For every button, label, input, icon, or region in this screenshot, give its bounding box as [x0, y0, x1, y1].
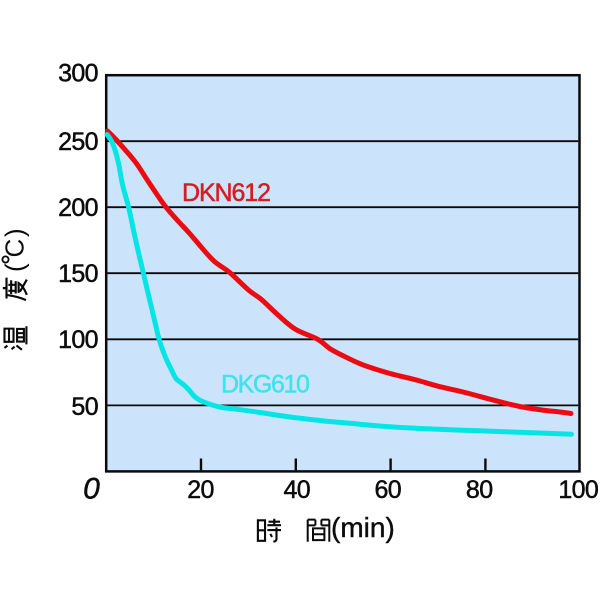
svg-text:DKN612: DKN612	[182, 179, 270, 207]
svg-text:100: 100	[558, 476, 598, 504]
svg-text:250: 250	[58, 128, 98, 156]
svg-text:100: 100	[58, 326, 98, 354]
svg-text:300: 300	[58, 60, 98, 88]
svg-text:(min): (min)	[331, 512, 395, 543]
svg-text:0: 0	[83, 472, 100, 505]
svg-text:DKG610: DKG610	[221, 371, 309, 399]
svg-text:(: (	[0, 263, 30, 272]
svg-text:150: 150	[58, 260, 98, 288]
svg-text:): )	[0, 228, 30, 237]
svg-text:80: 80	[466, 476, 493, 504]
svg-text:200: 200	[58, 194, 98, 222]
svg-text:40: 40	[283, 476, 310, 504]
svg-text:50: 50	[71, 393, 98, 421]
svg-text:C: C	[0, 239, 30, 258]
svg-text:20: 20	[187, 476, 214, 504]
svg-text:60: 60	[374, 476, 401, 504]
